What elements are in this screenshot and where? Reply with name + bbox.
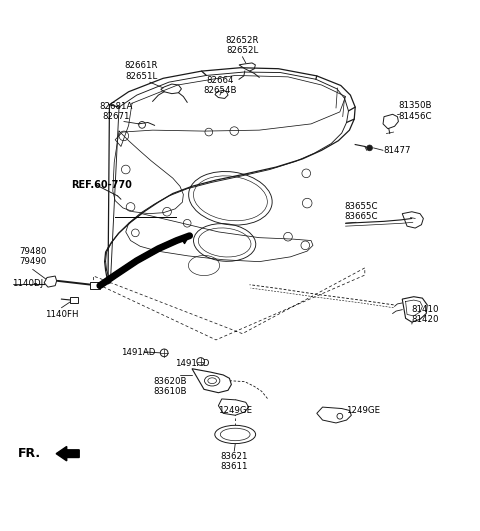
Polygon shape bbox=[215, 90, 228, 98]
Polygon shape bbox=[402, 297, 427, 322]
Circle shape bbox=[367, 145, 372, 151]
Text: 82661R
82651L: 82661R 82651L bbox=[125, 61, 158, 81]
Circle shape bbox=[197, 358, 204, 365]
Text: 83655C
83665C: 83655C 83665C bbox=[345, 202, 378, 221]
Text: 1249GE: 1249GE bbox=[218, 406, 252, 415]
Polygon shape bbox=[239, 63, 255, 71]
Polygon shape bbox=[402, 212, 423, 228]
Text: 82681A
82671: 82681A 82671 bbox=[99, 102, 133, 122]
Bar bbox=[70, 297, 78, 303]
Text: 1140DJ: 1140DJ bbox=[12, 279, 43, 288]
Text: 81477: 81477 bbox=[383, 146, 410, 155]
Polygon shape bbox=[161, 84, 181, 93]
Bar bbox=[90, 282, 100, 288]
Text: 81410
81420: 81410 81420 bbox=[412, 305, 439, 324]
Text: 1249GE: 1249GE bbox=[346, 406, 380, 415]
Polygon shape bbox=[44, 276, 57, 287]
Polygon shape bbox=[192, 369, 231, 393]
Ellipse shape bbox=[215, 425, 255, 443]
Text: 79480
79490: 79480 79490 bbox=[19, 247, 47, 267]
Text: 83621
83611: 83621 83611 bbox=[220, 452, 248, 471]
Text: 1140FH: 1140FH bbox=[45, 310, 78, 319]
Text: REF.60-770: REF.60-770 bbox=[71, 180, 132, 190]
Text: 1491AD: 1491AD bbox=[121, 348, 156, 357]
Polygon shape bbox=[317, 407, 351, 423]
FancyArrow shape bbox=[56, 447, 79, 461]
Text: 82664
82654B: 82664 82654B bbox=[203, 76, 237, 95]
Polygon shape bbox=[218, 399, 249, 415]
Text: 81456C: 81456C bbox=[398, 113, 432, 122]
Text: 1491AD: 1491AD bbox=[175, 359, 209, 369]
Text: 81350B: 81350B bbox=[398, 101, 432, 110]
Text: 83620B
83610B: 83620B 83610B bbox=[154, 377, 187, 396]
Circle shape bbox=[160, 349, 168, 357]
Text: 82652R
82652L: 82652R 82652L bbox=[226, 36, 259, 55]
Text: FR.: FR. bbox=[18, 447, 41, 460]
Polygon shape bbox=[383, 114, 398, 129]
